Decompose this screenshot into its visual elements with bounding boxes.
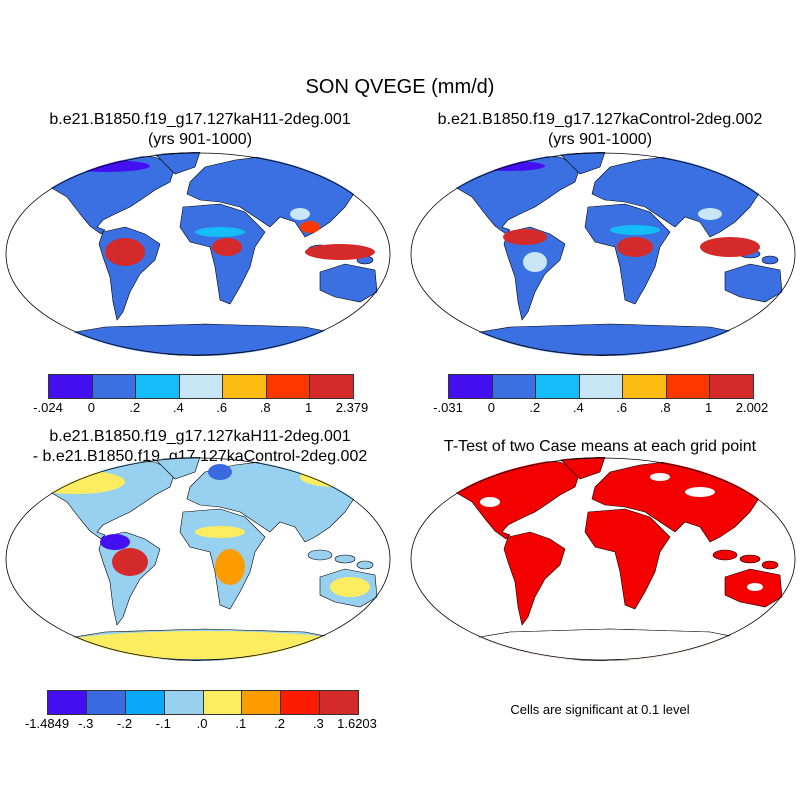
map-border xyxy=(410,457,796,661)
colorbar-tick-label: -1.4849 xyxy=(24,716,70,731)
colorbar-swatch xyxy=(666,375,711,398)
colorbar-tick-label: 1 xyxy=(704,400,713,415)
colorbar-tick-label: .3 xyxy=(312,716,324,731)
colorbar-swatch xyxy=(623,375,667,398)
colorbar-tick-label: .8 xyxy=(659,400,671,415)
field-patch xyxy=(700,237,760,257)
colorbar-tick-label: .2 xyxy=(274,716,285,731)
field-patch xyxy=(212,238,242,256)
field-patch xyxy=(610,225,660,235)
field-patch xyxy=(290,208,310,220)
colorbar-difference xyxy=(47,690,359,715)
panel-title-line1: T-Test of two Case means at each grid po… xyxy=(443,438,757,455)
field-patch xyxy=(305,244,375,260)
colorbar-tick-label: 0 xyxy=(487,400,496,415)
field-patch xyxy=(617,237,653,257)
field-patch xyxy=(698,208,722,220)
colorbar-tick-label: .2 xyxy=(529,400,541,415)
colorbar-swatch xyxy=(92,375,137,398)
field-patch xyxy=(105,238,145,266)
colorbar-case2 xyxy=(448,374,754,399)
colorbar-swatch xyxy=(449,375,493,398)
colorbar-swatch xyxy=(223,375,267,398)
panel-title-line1: b.e21.B1850.f19_g17.127kaControl-2deg.00… xyxy=(437,111,763,128)
colorbar-tick-label: -.024 xyxy=(33,400,63,415)
panel-title-line2: (yrs 901-1000) xyxy=(147,131,253,148)
field-patch xyxy=(195,227,245,237)
colorbar-swatch xyxy=(536,375,580,398)
colorbar-tick-label: .8 xyxy=(259,400,271,415)
panel-title-line2: (yrs 901-1000) xyxy=(547,131,653,148)
map-border xyxy=(5,152,391,356)
colorbar-tick-label: .4 xyxy=(172,400,184,415)
colorbar-swatch xyxy=(310,375,354,398)
map-border xyxy=(410,152,796,356)
colorbar-swatch xyxy=(242,691,282,714)
colorbar-tick-label: .1 xyxy=(235,716,247,731)
map-case2 xyxy=(410,152,796,356)
significance-note: Cells are significant at 0.1 level xyxy=(510,702,690,717)
colorbar-tick-label: -.2 xyxy=(116,716,133,731)
colorbar-tick-label: .6 xyxy=(216,400,228,415)
panel-title-case2: b.e21.B1850.f19_g17.127kaControl-2deg.00… xyxy=(400,110,800,150)
panel-title-line1: b.e21.B1850.f19_g17.127kaH11-2deg.001 xyxy=(49,111,351,128)
colorbar-swatch xyxy=(86,691,126,714)
colorbar-swatch xyxy=(266,375,311,398)
colorbar-swatch xyxy=(579,375,624,398)
field-patch xyxy=(195,526,245,538)
antarctica-not-significant xyxy=(449,628,761,661)
colorbar-swatch xyxy=(179,375,224,398)
colorbar-swatch xyxy=(492,375,537,398)
colorbar-swatch xyxy=(136,375,180,398)
colorbar-tick-label: .4 xyxy=(572,400,584,415)
colorbar-tick-label: .2 xyxy=(129,400,141,415)
field-patch xyxy=(100,534,130,550)
field-patch xyxy=(480,497,500,507)
field-patch xyxy=(523,252,547,272)
field-patch xyxy=(112,548,148,576)
colorbar-swatch xyxy=(320,691,358,714)
colorbar-tick-label: 0 xyxy=(87,400,96,415)
map-border xyxy=(5,457,391,661)
map-case1 xyxy=(5,152,391,356)
field-patch xyxy=(747,583,763,591)
panel-title-case1: b.e21.B1850.f19_g17.127kaH11-2deg.001 (y… xyxy=(0,110,400,150)
panel-title-ttest: T-Test of two Case means at each grid po… xyxy=(400,437,800,457)
colorbar-swatch xyxy=(203,691,243,714)
colorbar-tick-label: 1.6203 xyxy=(337,716,377,731)
colorbar-tick-label: 2.379 xyxy=(335,400,369,415)
field-patch xyxy=(300,221,320,233)
colorbar-tick-label: .6 xyxy=(616,400,628,415)
field-patch xyxy=(25,470,125,494)
colorbar-tick-label: .0 xyxy=(196,716,208,731)
field-patch xyxy=(330,577,370,597)
figure-title: SON QVEGE (mm/d) xyxy=(305,76,495,98)
colorbar-swatch xyxy=(164,691,204,714)
map-ttest xyxy=(410,457,796,661)
colorbar-tick-label: 1 xyxy=(304,400,313,415)
field-patch xyxy=(685,487,715,497)
field-patch xyxy=(215,549,245,585)
field-patch xyxy=(55,631,355,659)
panel-title-line1: b.e21.B1850.f19_g17.127kaH11-2deg.001 xyxy=(49,428,351,445)
colorbar-swatch xyxy=(48,691,87,714)
colorbar-swatch xyxy=(281,691,321,714)
colorbar-tick-label: -.1 xyxy=(155,716,171,731)
colorbar-swatch xyxy=(710,375,754,398)
colorbar-tick-label: -.3 xyxy=(78,716,94,731)
map-difference xyxy=(5,457,391,661)
field-patch xyxy=(650,473,670,481)
colorbar-tick-label: 2.002 xyxy=(735,400,769,415)
panel-title-line2: - b.e21.B1850.f19_g17.127kaControl-2deg.… xyxy=(32,448,368,465)
colorbar-swatch xyxy=(125,691,165,714)
colorbar-tick-label: -.031 xyxy=(433,400,463,415)
panel-title-difference: b.e21.B1850.f19_g17.127kaH11-2deg.001 - … xyxy=(0,427,400,467)
field-patch xyxy=(208,464,232,480)
field-patch xyxy=(503,229,547,245)
colorbar-swatch xyxy=(49,375,93,398)
colorbar-case1 xyxy=(48,374,354,399)
